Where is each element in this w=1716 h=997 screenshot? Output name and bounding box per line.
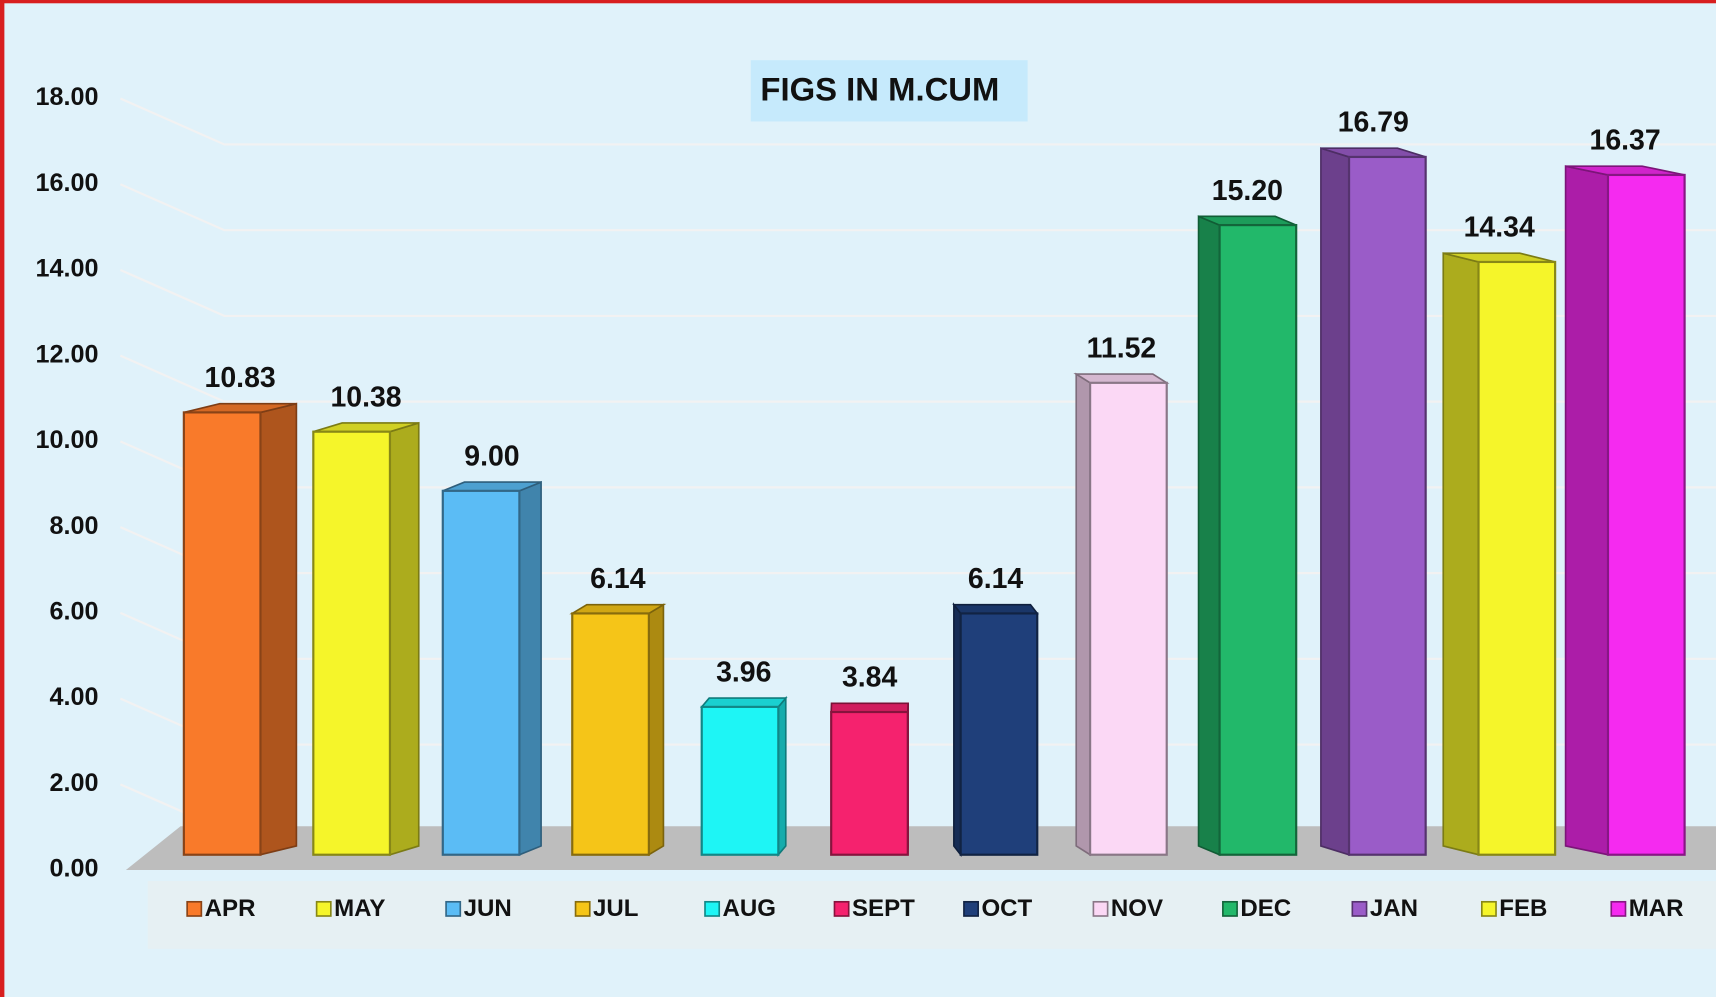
- legend-swatch: [1351, 900, 1368, 917]
- legend-swatch: [963, 900, 979, 917]
- bar-top: [1073, 373, 1170, 384]
- bar-side: [259, 402, 298, 856]
- bar: [700, 705, 780, 856]
- legend-label: APR: [205, 895, 256, 922]
- legend-label: MAR: [1629, 895, 1684, 922]
- legend-label: AUG: [723, 895, 776, 922]
- y-tick-label: 4.00: [50, 683, 99, 711]
- y-tick-label: 8.00: [50, 512, 99, 540]
- bar: [1347, 155, 1427, 856]
- chart-title: FIGS IN M.CUM: [760, 71, 999, 108]
- bar: [441, 489, 521, 856]
- bar: [182, 411, 262, 856]
- bar-side: [1320, 147, 1350, 856]
- legend-swatch: [186, 900, 203, 917]
- y-tick-label: 0.00: [50, 855, 99, 883]
- legend-swatch: [315, 900, 332, 917]
- legend-swatch: [704, 900, 721, 917]
- data-label: 14.34: [1464, 212, 1535, 244]
- data-label: 3.84: [842, 662, 898, 694]
- data-label: 15.20: [1212, 175, 1283, 207]
- bar-side: [389, 421, 420, 856]
- y-tick-label: 6.00: [50, 598, 99, 626]
- data-label: 6.14: [968, 563, 1024, 595]
- bar-side: [1564, 165, 1609, 856]
- bar-side: [648, 603, 665, 857]
- legend-box: [147, 880, 1716, 949]
- bar-top: [830, 702, 909, 713]
- bar-side: [1442, 252, 1480, 856]
- bar-side: [777, 695, 787, 857]
- legend-label: NOV: [1111, 895, 1163, 922]
- legend-swatch: [1480, 900, 1497, 917]
- bar-side: [1075, 372, 1091, 857]
- bar: [571, 612, 650, 856]
- data-label: 10.38: [330, 381, 401, 413]
- bar: [1218, 223, 1298, 856]
- legend-swatch: [445, 900, 462, 917]
- data-label: 9.00: [464, 441, 519, 473]
- legend-swatch: [1092, 900, 1109, 917]
- title-box: [750, 60, 1028, 122]
- border-left: [0, 0, 5, 997]
- y-tick-label: 14.00: [36, 255, 99, 283]
- legend-swatch: [833, 900, 850, 917]
- data-label: 6.14: [590, 563, 646, 595]
- bar: [1606, 173, 1686, 856]
- legend-label: FEB: [1499, 895, 1547, 922]
- bar-top: [569, 603, 667, 615]
- data-label: 16.79: [1338, 107, 1409, 139]
- bar: [830, 710, 909, 856]
- bar: [1477, 260, 1557, 856]
- bar-side: [518, 480, 542, 856]
- bar: [312, 430, 392, 856]
- legend-swatch: [574, 900, 591, 917]
- data-label: 10.83: [205, 362, 276, 394]
- bar: [959, 612, 1039, 856]
- legend-label: MAY: [334, 895, 385, 922]
- bar: [1089, 381, 1168, 856]
- legend-label: JUL: [593, 895, 638, 922]
- legend-label: SEPT: [852, 895, 915, 922]
- legend-label: OCT: [981, 895, 1032, 922]
- data-label: 11.52: [1087, 333, 1157, 365]
- bar-top: [699, 697, 788, 708]
- y-tick-label: 10.00: [36, 426, 99, 454]
- y-tick-label: 12.00: [36, 340, 99, 368]
- legend-swatch: [1610, 900, 1627, 917]
- bar-side: [1197, 215, 1221, 856]
- data-label: 16.37: [1590, 125, 1661, 157]
- bar-top: [952, 603, 1039, 615]
- legend-swatch: [1222, 900, 1238, 917]
- legend-label: JUN: [464, 895, 512, 922]
- y-tick-label: 16.00: [36, 169, 99, 197]
- y-tick-label: 2.00: [50, 769, 99, 797]
- data-label: 3.96: [716, 657, 771, 689]
- y-tick-label: 18.00: [36, 83, 99, 111]
- grid-line: [119, 97, 1716, 146]
- legend-label: DEC: [1240, 895, 1291, 922]
- border-top: [0, 0, 1716, 4]
- legend-label: JAN: [1370, 895, 1418, 922]
